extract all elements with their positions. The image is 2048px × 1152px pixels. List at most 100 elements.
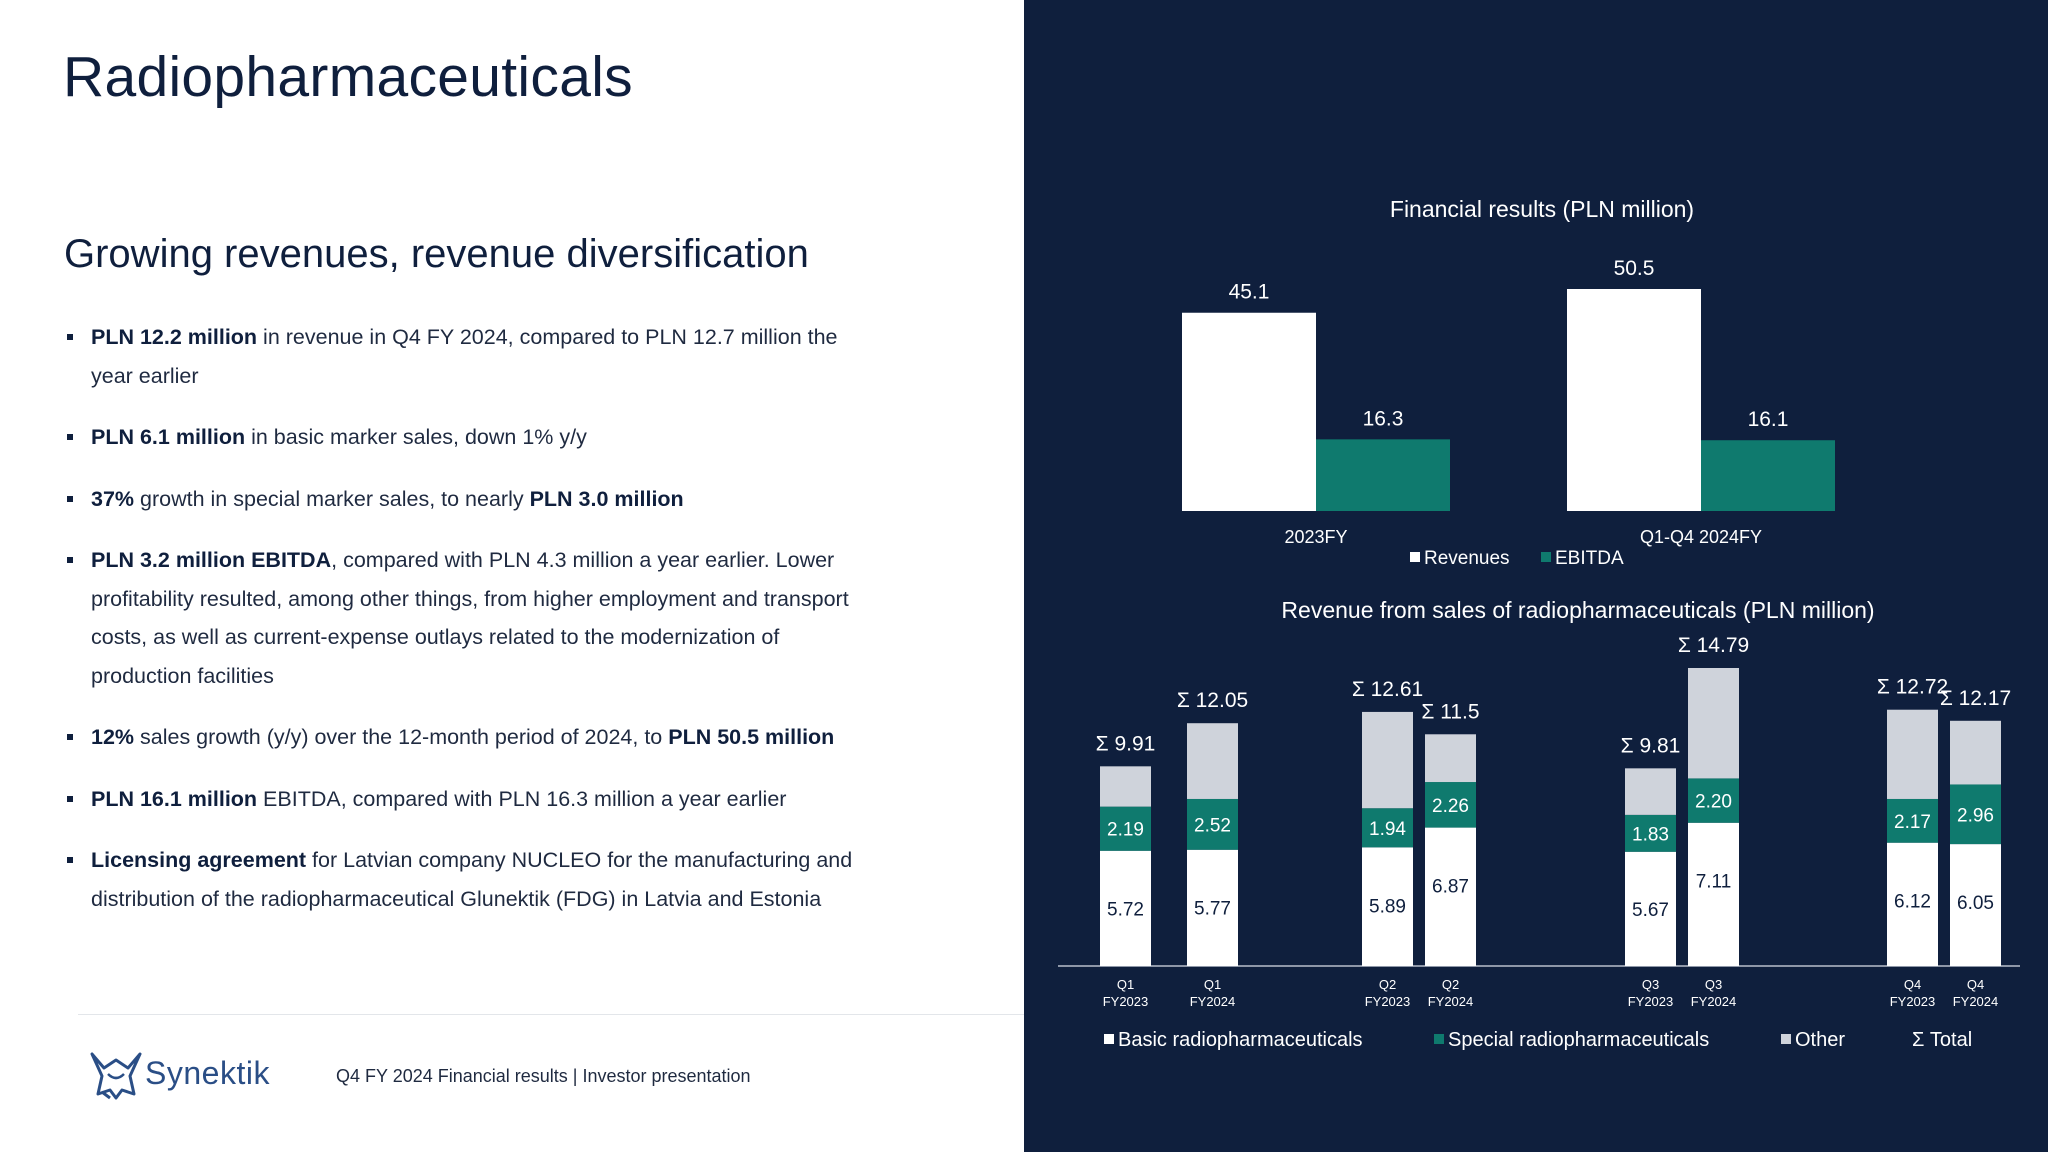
segment-label: 2.52 (1194, 815, 1231, 836)
bullet-text: for Latvian company NUCLEO for the manuf… (91, 848, 853, 911)
segment-label: 6.05 (1957, 893, 1994, 914)
segment-label: 2.17 (1894, 812, 1931, 833)
stacked-bar-segment (1187, 849, 1238, 966)
segment-label: 6.87 (1432, 877, 1469, 898)
legend-label: Other (1795, 1029, 1845, 1051)
legend-swatch (1781, 1034, 1791, 1044)
stacked-bar-segment (1688, 668, 1739, 779)
stacked-bar-segment (1887, 709, 1938, 799)
bullet-item: Licensing agreement for Latvian company … (64, 841, 864, 918)
bullet-bold: PLN 3.2 million EBITDA (91, 548, 332, 572)
legend-label: Revenues (1424, 548, 1510, 569)
page-title: Radiopharmaceuticals (63, 45, 633, 109)
bar (1701, 440, 1835, 511)
total-label: Σ 12.72 (1877, 676, 1948, 699)
x-tick-label: Q2 (1442, 977, 1459, 992)
footer-text: Q4 FY 2024 Financial results | Investor … (336, 1066, 751, 1086)
bullet-item: PLN 12.2 million in revenue in Q4 FY 202… (64, 318, 864, 395)
stacked-bar-segment (1362, 808, 1413, 848)
logo-text: Synektik (145, 1055, 270, 1091)
data-label: 50.5 (1614, 257, 1655, 280)
segment-label: 1.83 (1632, 824, 1669, 845)
x-tick-label: FY2023 (1365, 994, 1411, 1009)
stacked-bar-segment (1625, 851, 1676, 966)
bullet-list: PLN 12.2 million in revenue in Q4 FY 202… (64, 318, 864, 941)
bullet-bold: PLN 6.1 million (91, 425, 246, 449)
total-label: Σ 12.17 (1940, 687, 2011, 710)
stacked-bar-segment (1362, 847, 1413, 966)
bullet-item: PLN 3.2 million EBITDA, compared with PL… (64, 541, 864, 695)
stacked-bar-segment (1187, 798, 1238, 850)
chart-title: Financial results (PLN million) (1390, 196, 1694, 222)
x-tick-label: FY2024 (1691, 994, 1737, 1009)
segment-label: 2.96 (1957, 805, 1994, 826)
stacked-bar-segment (1425, 734, 1476, 783)
bullet-text: , compared with PLN 4.3 million a year e… (91, 548, 849, 688)
bullet-text: in basic marker sales, down 1% y/y (245, 425, 587, 449)
bullet-text: EBITDA, compared with PLN 16.3 million a… (257, 786, 787, 811)
segment-label: 2.26 (1432, 796, 1469, 817)
stacked-bar-segment (1362, 711, 1413, 809)
x-tick-label: FY2023 (1628, 994, 1674, 1009)
total-label: Σ 11.5 (1421, 700, 1479, 723)
legend-label: Basic radiopharmaceuticals (1118, 1029, 1363, 1051)
stacked-bar-segment (1187, 723, 1238, 799)
total-label: Σ 12.05 (1177, 689, 1248, 712)
stacked-bar-segment (1950, 844, 2001, 966)
segment-label: 7.11 (1696, 872, 1732, 893)
x-tick-label: FY2024 (1190, 994, 1236, 1009)
segment-label: 5.67 (1632, 900, 1669, 921)
stacked-bar-segment (1950, 720, 2001, 785)
bullet-item: PLN 16.1 million EBITDA, compared with P… (64, 780, 864, 819)
bar (1182, 312, 1316, 511)
x-tick-label: Q4 (1967, 977, 1984, 992)
x-tick-label: Q2 (1379, 977, 1396, 992)
stacked-bar-segment (1887, 842, 1938, 966)
legend-swatch (1104, 1034, 1114, 1044)
legend-swatch (1410, 552, 1420, 562)
data-label: 16.3 (1363, 407, 1404, 430)
bullet-text: growth in special marker sales, to nearl… (134, 486, 530, 511)
segment-label: 6.12 (1894, 892, 1931, 913)
bullet-text: in revenue in Q4 FY 2024, compared to PL… (91, 325, 838, 388)
total-label: Σ 9.81 (1621, 734, 1681, 757)
legend-label: EBITDA (1555, 548, 1624, 569)
stacked-bar-segment (1688, 778, 1739, 823)
stacked-bar-segment (1425, 827, 1476, 966)
data-label: 45.1 (1229, 281, 1270, 304)
footer-divider (78, 1014, 1024, 1015)
segment-label: 5.72 (1107, 899, 1144, 920)
bullet-bold: Licensing agreement (91, 848, 307, 872)
bullet-item: PLN 6.1 million in basic marker sales, d… (64, 418, 864, 457)
total-label: Σ 12.61 (1352, 678, 1423, 701)
total-label: Σ 9.91 (1096, 732, 1156, 755)
segment-label: 2.20 (1695, 792, 1732, 813)
synektik-logo-icon (90, 1052, 142, 1100)
stacked-bar-segment (1887, 798, 1938, 843)
x-tick-label: FY2023 (1103, 994, 1149, 1009)
data-label: 16.1 (1748, 408, 1789, 431)
bar (1567, 289, 1701, 511)
page-subtitle: Growing revenues, revenue diversificatio… (64, 232, 809, 276)
x-tick-label: FY2023 (1890, 994, 1936, 1009)
chart-title: Revenue from sales of radiopharmaceutica… (1281, 597, 1874, 623)
bullet-item: 37% growth in special marker sales, to n… (64, 480, 864, 519)
total-label: Σ 14.79 (1678, 634, 1749, 657)
text-panel (0, 0, 1024, 1152)
segment-label: 5.89 (1369, 896, 1406, 917)
segment-label: 1.94 (1369, 819, 1406, 840)
legend-label: Special radiopharmaceuticals (1448, 1029, 1709, 1051)
x-tick-label: Q1 (1204, 977, 1221, 992)
x-tick-label: Q1-Q4 2024FY (1640, 527, 1762, 547)
bullet-bold: 37% (91, 486, 135, 511)
legend-label: Σ Total (1912, 1029, 1972, 1051)
stacked-bar-segment (1100, 806, 1151, 851)
bullet-bold: PLN 12.2 million (91, 325, 258, 349)
stacked-bar-segment (1100, 850, 1151, 966)
legend-swatch (1541, 552, 1551, 562)
bullet-bold: PLN 3.0 million (529, 486, 684, 511)
bullet-bold: 12% (91, 725, 135, 749)
x-tick-label: Q3 (1642, 977, 1659, 992)
stacked-bar-segment (1950, 784, 2001, 845)
x-tick-label: Q3 (1705, 977, 1722, 992)
